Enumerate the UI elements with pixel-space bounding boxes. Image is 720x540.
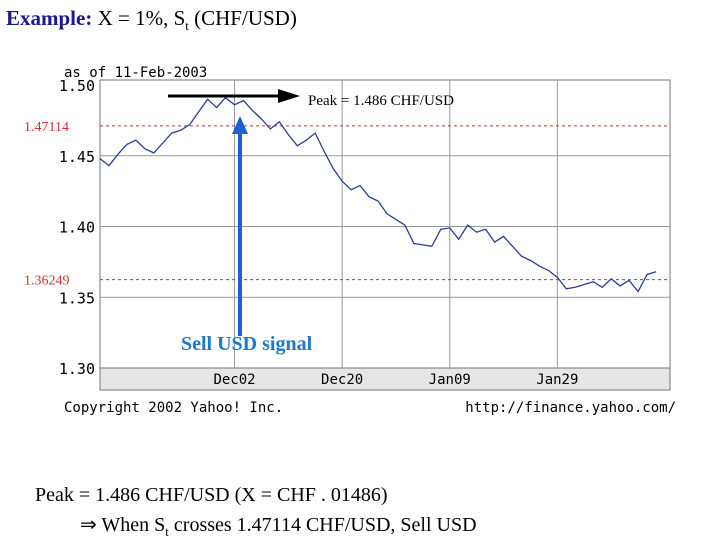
- footer-line-2-a: When S: [101, 514, 166, 536]
- y-tick-label: 1.35: [59, 289, 95, 307]
- title-prefix: Example:: [6, 6, 93, 30]
- title-suffix: (CHF/USD): [194, 6, 297, 30]
- signal-arrow-head: [232, 116, 248, 134]
- series-line-chf-usd: [99, 96, 657, 293]
- title-subscript: t: [185, 18, 189, 34]
- y-tick-label: 1.40: [59, 219, 95, 237]
- copyright-text: Copyright 2002 Yahoo! Inc.: [64, 400, 283, 416]
- footer-line-2: ⇒ When St crosses 1.47114 CHF/USD, Sell …: [80, 512, 477, 540]
- as-of-label: as of 11-Feb-2003: [64, 65, 207, 81]
- peak-arrow-head: [278, 89, 300, 103]
- footer-subscript: t: [165, 524, 169, 539]
- x-axis-band: [99, 367, 671, 391]
- footer-line-2-b: crosses 1.47114 CHF/USD, Sell USD: [173, 514, 477, 536]
- footer-line-1: Peak = 1.486 CHF/USD (X = CHF . 01486): [35, 484, 388, 506]
- sell-signal-label: Sell USD signal: [181, 333, 313, 355]
- x-tick-label: Jan29: [536, 372, 578, 388]
- reference-label: 1.36249: [24, 274, 70, 289]
- y-tick-label: 1.45: [59, 148, 95, 166]
- implies-arrow: ⇒: [80, 512, 97, 536]
- slide-title: Example: X = 1%, St (CHF/USD): [6, 6, 297, 34]
- source-url: http://finance.yahoo.com/: [465, 400, 676, 416]
- x-tick-label: Dec20: [321, 372, 363, 388]
- peak-annotation: Peak = 1.486 CHF/USD: [308, 93, 454, 109]
- reference-label: 1.47114: [24, 120, 69, 135]
- y-tick-label: 1.50: [59, 77, 95, 95]
- x-tick-label: Jan09: [429, 372, 471, 388]
- plot-area: [99, 79, 671, 391]
- x-tick-label: Dec02: [213, 372, 255, 388]
- title-main: X = 1%, S: [97, 6, 186, 30]
- y-tick-label: 1.30: [59, 360, 95, 378]
